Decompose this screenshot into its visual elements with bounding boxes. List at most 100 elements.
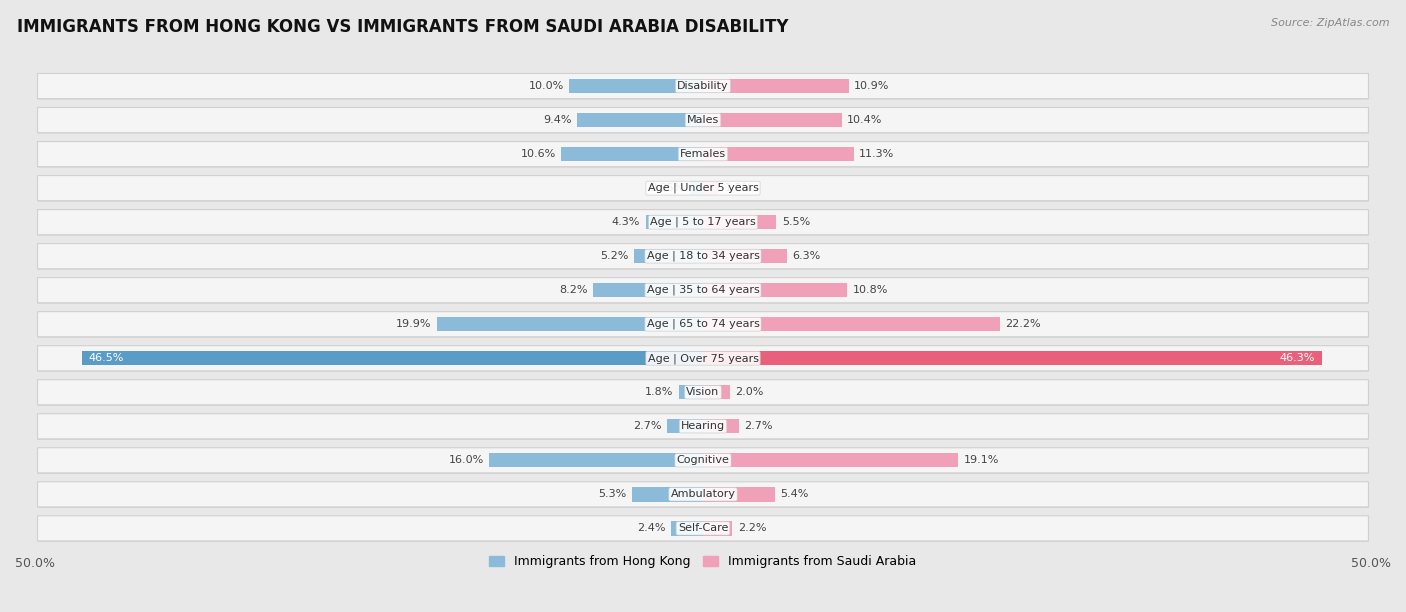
Bar bbox=[703, 521, 733, 536]
Text: Hearing: Hearing bbox=[681, 421, 725, 431]
Text: Age | 18 to 34 years: Age | 18 to 34 years bbox=[647, 251, 759, 261]
FancyBboxPatch shape bbox=[38, 346, 1368, 371]
FancyBboxPatch shape bbox=[38, 108, 1368, 133]
FancyBboxPatch shape bbox=[38, 414, 1368, 439]
Text: 2.7%: 2.7% bbox=[744, 421, 773, 431]
Bar bbox=[489, 453, 703, 468]
Text: 9.4%: 9.4% bbox=[544, 115, 572, 125]
Text: Age | 35 to 64 years: Age | 35 to 64 years bbox=[647, 285, 759, 296]
FancyBboxPatch shape bbox=[38, 176, 1368, 201]
FancyBboxPatch shape bbox=[38, 448, 1368, 473]
FancyBboxPatch shape bbox=[38, 414, 1368, 439]
FancyBboxPatch shape bbox=[38, 379, 1368, 405]
FancyBboxPatch shape bbox=[38, 312, 1368, 337]
Bar bbox=[82, 351, 703, 365]
Text: 8.2%: 8.2% bbox=[560, 285, 588, 295]
Text: Vision: Vision bbox=[686, 387, 720, 397]
Text: 10.0%: 10.0% bbox=[529, 81, 564, 91]
Text: 16.0%: 16.0% bbox=[449, 455, 484, 465]
Text: 10.9%: 10.9% bbox=[853, 81, 890, 91]
Text: 6.3%: 6.3% bbox=[793, 251, 821, 261]
Text: 5.5%: 5.5% bbox=[782, 217, 810, 227]
FancyBboxPatch shape bbox=[38, 244, 1368, 269]
FancyBboxPatch shape bbox=[38, 73, 1368, 99]
Bar bbox=[703, 249, 787, 263]
Text: 4.3%: 4.3% bbox=[612, 217, 640, 227]
Text: 0.95%: 0.95% bbox=[650, 183, 685, 193]
Bar bbox=[703, 385, 730, 400]
FancyBboxPatch shape bbox=[38, 244, 1368, 269]
Bar bbox=[666, 419, 703, 433]
Text: Disability: Disability bbox=[678, 81, 728, 91]
Text: Males: Males bbox=[688, 115, 718, 125]
FancyBboxPatch shape bbox=[38, 278, 1368, 303]
FancyBboxPatch shape bbox=[38, 312, 1368, 337]
Text: Females: Females bbox=[681, 149, 725, 159]
Text: 19.9%: 19.9% bbox=[396, 319, 432, 329]
FancyBboxPatch shape bbox=[38, 278, 1368, 304]
Bar bbox=[703, 113, 842, 127]
Bar bbox=[593, 283, 703, 297]
Text: Source: ZipAtlas.com: Source: ZipAtlas.com bbox=[1271, 18, 1389, 28]
Text: 19.1%: 19.1% bbox=[963, 455, 998, 465]
FancyBboxPatch shape bbox=[38, 141, 1368, 166]
Text: Age | Under 5 years: Age | Under 5 years bbox=[648, 183, 758, 193]
Bar bbox=[703, 283, 848, 297]
FancyBboxPatch shape bbox=[38, 142, 1368, 168]
FancyBboxPatch shape bbox=[38, 516, 1368, 541]
FancyBboxPatch shape bbox=[38, 381, 1368, 406]
Bar bbox=[703, 351, 1322, 365]
Bar bbox=[679, 385, 703, 400]
FancyBboxPatch shape bbox=[38, 346, 1368, 371]
Bar bbox=[703, 453, 957, 468]
Bar bbox=[703, 215, 776, 230]
FancyBboxPatch shape bbox=[38, 482, 1368, 507]
Text: 10.4%: 10.4% bbox=[848, 115, 883, 125]
Text: 5.2%: 5.2% bbox=[600, 251, 628, 261]
FancyBboxPatch shape bbox=[38, 108, 1368, 133]
Text: Age | Over 75 years: Age | Over 75 years bbox=[648, 353, 758, 364]
Text: Age | 5 to 17 years: Age | 5 to 17 years bbox=[650, 217, 756, 228]
Text: IMMIGRANTS FROM HONG KONG VS IMMIGRANTS FROM SAUDI ARABIA DISABILITY: IMMIGRANTS FROM HONG KONG VS IMMIGRANTS … bbox=[17, 18, 789, 36]
Text: 11.3%: 11.3% bbox=[859, 149, 894, 159]
Bar bbox=[703, 181, 718, 195]
Bar bbox=[437, 317, 703, 331]
Text: 5.4%: 5.4% bbox=[780, 490, 808, 499]
Text: 1.2%: 1.2% bbox=[724, 183, 752, 193]
Text: 1.8%: 1.8% bbox=[645, 387, 673, 397]
Text: 2.7%: 2.7% bbox=[633, 421, 662, 431]
Bar bbox=[703, 419, 740, 433]
FancyBboxPatch shape bbox=[38, 517, 1368, 542]
Bar bbox=[645, 215, 703, 230]
Text: 2.4%: 2.4% bbox=[637, 523, 665, 534]
Text: 22.2%: 22.2% bbox=[1005, 319, 1040, 329]
Bar bbox=[703, 487, 775, 501]
FancyBboxPatch shape bbox=[38, 176, 1368, 201]
Text: 10.6%: 10.6% bbox=[520, 149, 555, 159]
Text: 5.3%: 5.3% bbox=[599, 490, 627, 499]
Bar bbox=[561, 147, 703, 162]
Bar bbox=[703, 317, 1000, 331]
Text: 10.8%: 10.8% bbox=[852, 285, 889, 295]
Text: Self-Care: Self-Care bbox=[678, 523, 728, 534]
Bar bbox=[703, 79, 849, 93]
Bar bbox=[671, 521, 703, 536]
Bar bbox=[569, 79, 703, 93]
Text: Ambulatory: Ambulatory bbox=[671, 490, 735, 499]
Bar bbox=[690, 181, 703, 195]
FancyBboxPatch shape bbox=[38, 74, 1368, 99]
Text: Age | 65 to 74 years: Age | 65 to 74 years bbox=[647, 319, 759, 329]
FancyBboxPatch shape bbox=[38, 209, 1368, 235]
Bar bbox=[578, 113, 703, 127]
Bar bbox=[703, 147, 853, 162]
FancyBboxPatch shape bbox=[38, 449, 1368, 474]
Legend: Immigrants from Hong Kong, Immigrants from Saudi Arabia: Immigrants from Hong Kong, Immigrants fr… bbox=[485, 550, 921, 573]
Bar bbox=[633, 487, 703, 501]
Text: 2.2%: 2.2% bbox=[738, 523, 766, 534]
FancyBboxPatch shape bbox=[38, 482, 1368, 507]
Text: 2.0%: 2.0% bbox=[735, 387, 763, 397]
Text: Cognitive: Cognitive bbox=[676, 455, 730, 465]
Text: 46.5%: 46.5% bbox=[89, 353, 124, 364]
FancyBboxPatch shape bbox=[38, 211, 1368, 236]
Text: 46.3%: 46.3% bbox=[1279, 353, 1315, 364]
